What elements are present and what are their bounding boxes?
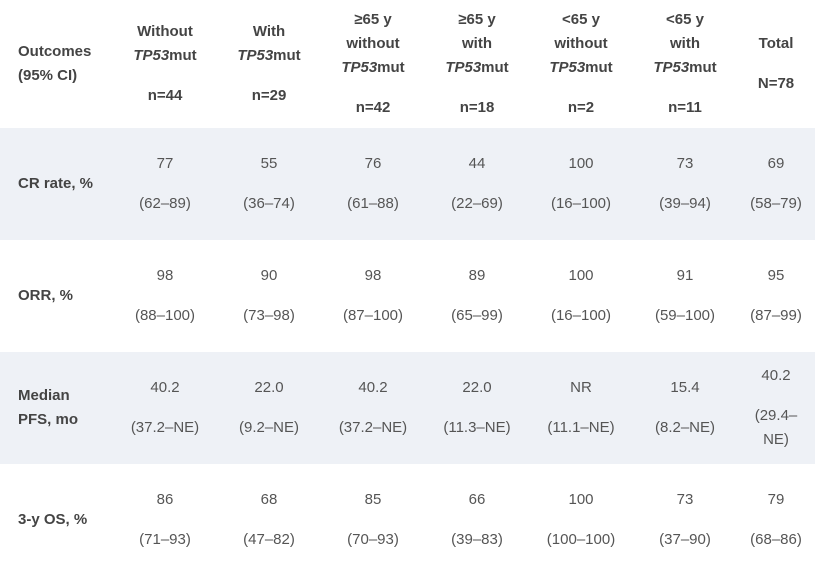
table-cell: 40.2 (37.2–NE) <box>113 352 217 464</box>
header-n: N=78 <box>757 75 795 92</box>
table-cell: 77 (62–89) <box>113 128 217 240</box>
table-cell: 79 (68–86) <box>737 464 815 576</box>
table-cell: 73 (39–94) <box>633 128 737 240</box>
table-cell: 98 (87–100) <box>321 240 425 352</box>
header-n: n=29 <box>251 87 287 104</box>
table-cell: 76 (61–88) <box>321 128 425 240</box>
table-row-cr-rate: CR rate, % 77 (62–89) 55 (36–74) 76 (61–88)… <box>0 128 815 240</box>
table-cell: 15.4 (8.2–NE) <box>633 352 737 464</box>
table-cell: 44 (22–69) <box>425 128 529 240</box>
row-label: 3-y OS, % <box>0 464 113 576</box>
table-cell: 69 (58–79) <box>737 128 815 240</box>
header-n: n=42 <box>355 99 391 116</box>
header-ge65-with-tp53mut: ≥65 y with TP53mut n=18 <box>425 0 529 128</box>
table-row-3y-os: 3-y OS, % 86 (71–93) 68 (47–82) 85 (70–93) … <box>0 464 815 576</box>
table-cell: 40.2 (29.4–NE) <box>737 352 815 464</box>
header-with-tp53mut: With TP53mut n=29 <box>217 0 321 128</box>
table-cell: 68 (47–82) <box>217 464 321 576</box>
header-total: Total N=78 <box>737 0 815 128</box>
header-n: n=11 <box>668 99 702 116</box>
table-cell: NR (11.1–NE) <box>529 352 633 464</box>
header-outcomes-line1: Outcomes <box>18 43 92 60</box>
table-row-orr: ORR, % 98 (88–100) 90 (73–98) 98 (87–100) 8… <box>0 240 815 352</box>
header-lt65-with-tp53mut: <65 y with TP53mut n=11 <box>633 0 737 128</box>
header-lt65-without-tp53mut: <65 y without TP53mut n=2 <box>529 0 633 128</box>
header-n: n=44 <box>147 87 183 104</box>
table-cell: 100 (16–100) <box>529 240 633 352</box>
table-row-median-pfs: Median PFS, mo 40.2 (37.2–NE) 22.0 (9.2–NE… <box>0 352 815 464</box>
table-cell: 22.0 (9.2–NE) <box>217 352 321 464</box>
row-label: Median PFS, mo <box>0 352 113 464</box>
header-row: Outcomes (95% CI) Without TP53mut n=44 W… <box>0 0 815 128</box>
header-outcomes-line2: (95% CI) <box>18 67 78 84</box>
table-cell: 95 (87–99) <box>737 240 815 352</box>
table-cell: 55 (36–74) <box>217 128 321 240</box>
header-n: n=18 <box>459 99 495 116</box>
table-cell: 91 (59–100) <box>633 240 737 352</box>
table-cell: 85 (70–93) <box>321 464 425 576</box>
table-cell: 90 (73–98) <box>217 240 321 352</box>
table-cell: 40.2 (37.2–NE) <box>321 352 425 464</box>
header-outcomes: Outcomes (95% CI) <box>0 0 113 128</box>
row-label: CR rate, % <box>0 128 113 240</box>
row-label: ORR, % <box>0 240 113 352</box>
table-cell: 100 (16–100) <box>529 128 633 240</box>
table-cell: 73 (37–90) <box>633 464 737 576</box>
table-cell: 66 (39–83) <box>425 464 529 576</box>
header-ge65-without-tp53mut: ≥65 y without TP53mut n=42 <box>321 0 425 128</box>
header-n: n=2 <box>567 99 595 116</box>
table-cell: 22.0 (11.3–NE) <box>425 352 529 464</box>
header-without-tp53mut: Without TP53mut n=44 <box>113 0 217 128</box>
table-cell: 89 (65–99) <box>425 240 529 352</box>
table-cell: 98 (88–100) <box>113 240 217 352</box>
table-cell: 100 (100–100) <box>529 464 633 576</box>
table-cell: 86 (71–93) <box>113 464 217 576</box>
